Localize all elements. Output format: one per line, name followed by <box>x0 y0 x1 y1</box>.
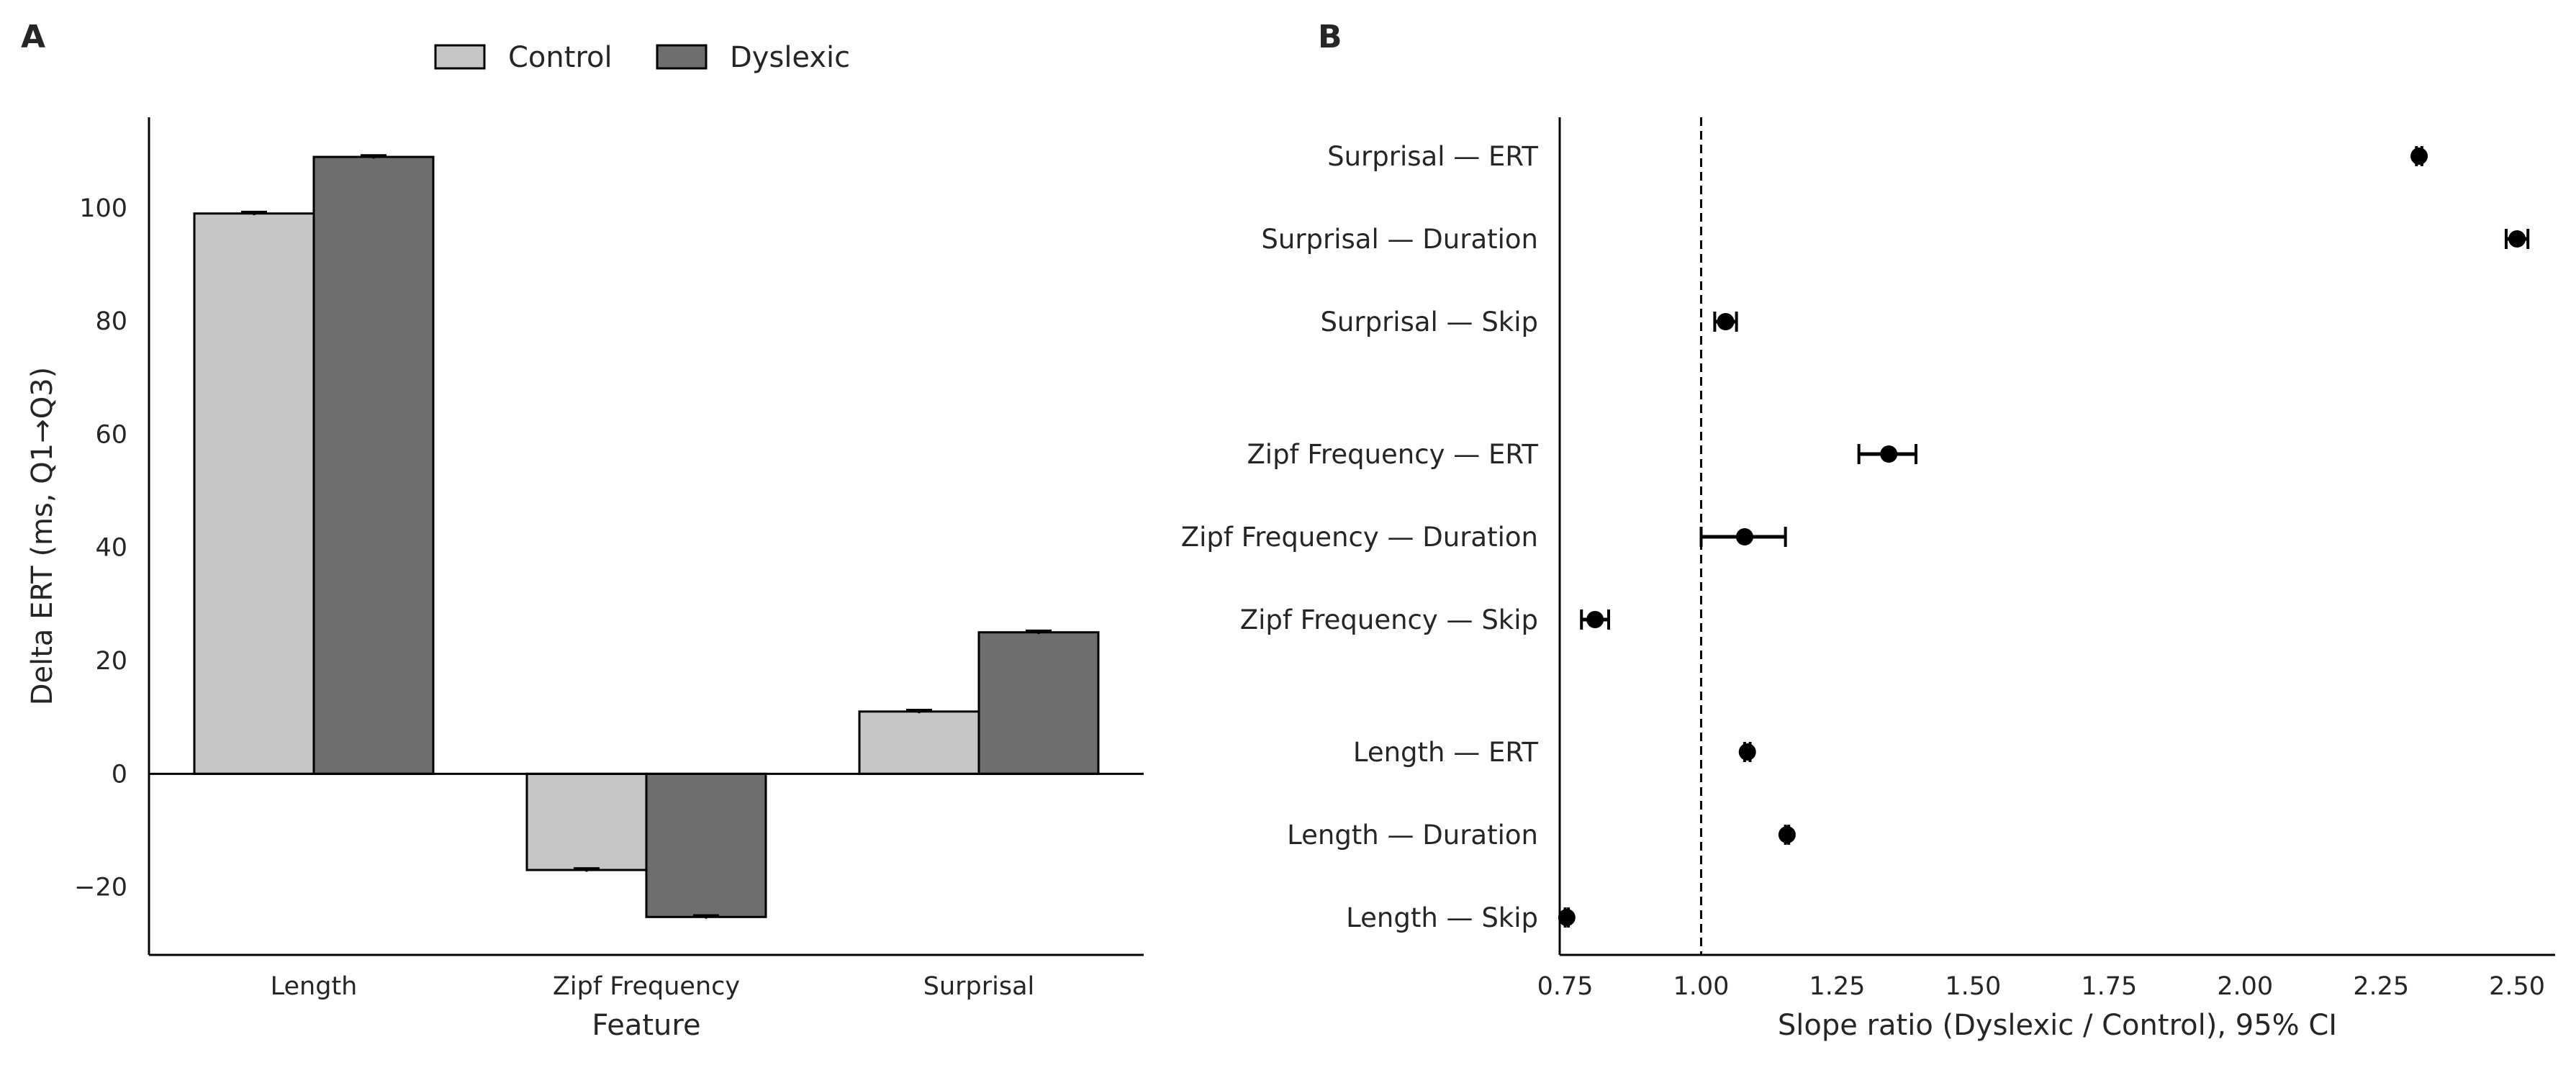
x-tick-label: 0.75 <box>1537 972 1594 1001</box>
bar-dyslexic-surprisal <box>977 631 1100 775</box>
bar-control-length <box>193 212 315 775</box>
y-category-label: Zipf Frequency — Duration <box>1181 522 1538 553</box>
y-tick-label: 60 <box>95 420 127 449</box>
y-category-label: Length — ERT <box>1353 737 1539 768</box>
bar-control-surprisal <box>858 710 980 775</box>
y-tick-label: 20 <box>95 647 127 676</box>
point-estimate-4 <box>1735 528 1753 545</box>
y-tick-label: 80 <box>95 307 127 336</box>
point-estimate-0 <box>2410 148 2428 165</box>
y-category-label: Surprisal — ERT <box>1327 141 1538 172</box>
point-estimate-5 <box>1586 611 1604 628</box>
panel-a-letter: A <box>21 19 45 55</box>
legend-swatch-dyslexic <box>656 44 708 70</box>
point-estimate-3 <box>1880 445 1898 463</box>
point-estimate-6 <box>1738 743 1756 761</box>
panel-a-y-axis-title: Delta ERT (ms, Q1→Q3) <box>26 367 59 706</box>
y-category-label: Zipf Frequency — ERT <box>1247 439 1538 470</box>
x-tick-label: 2.25 <box>2353 972 2409 1001</box>
bar-dyslexic-length <box>312 155 435 775</box>
y-tick-label: 40 <box>95 534 127 563</box>
y-tick-label: 100 <box>79 194 127 223</box>
x-tick-label: 1.25 <box>1809 972 1865 1001</box>
x-tick-label: Zipf Frequency <box>553 972 740 1001</box>
legend-swatch-control <box>434 44 486 70</box>
legend: Control Dyslexic <box>434 41 850 74</box>
y-category-label: Zipf Frequency — Skip <box>1240 604 1538 635</box>
y-category-label: Surprisal — Duration <box>1261 224 1538 255</box>
y-tick-label: −20 <box>74 874 127 902</box>
bar-dyslexic-zipf-frequency <box>645 772 767 918</box>
y-tick-label: 0 <box>112 760 127 789</box>
y-category-label: Length — Skip <box>1346 902 1538 933</box>
point-estimate-1 <box>2508 230 2526 248</box>
x-tick-label: 2.50 <box>2489 972 2545 1001</box>
x-tick-label: Surprisal <box>923 972 1035 1001</box>
panel-b-x-axis-title: Slope ratio (Dyslexic / Control), 95% CI <box>1778 1009 2337 1042</box>
x-tick-label: 1.00 <box>1673 972 1730 1001</box>
y-category-label: Length — Duration <box>1287 820 1538 851</box>
panel-a-x-axis-title: Feature <box>592 1009 700 1042</box>
x-tick-label: 1.50 <box>1945 972 2001 1001</box>
point-estimate-7 <box>1778 826 1796 843</box>
bar-control-zipf-frequency <box>525 772 648 871</box>
x-tick-label: 1.75 <box>2081 972 2137 1001</box>
legend-label-dyslexic: Dyslexic <box>730 41 850 74</box>
point-estimate-2 <box>1717 313 1735 330</box>
panel-b-letter: B <box>1318 19 1342 55</box>
panel-b-forest-plot: Surprisal — ERT Surprisal — Duration Surpr… <box>1181 117 2555 1042</box>
x-tick-label: Length <box>271 972 358 1001</box>
legend-label-control: Control <box>508 41 613 74</box>
panel-a-bar-chart: −20 0 20 40 60 80 100 Length Zipf Frequency Surp… <box>26 117 1144 1042</box>
x-tick-label: 2.00 <box>2217 972 2273 1001</box>
y-category-label: Surprisal — Skip <box>1320 307 1538 337</box>
point-estimate-8 <box>1558 909 1576 926</box>
